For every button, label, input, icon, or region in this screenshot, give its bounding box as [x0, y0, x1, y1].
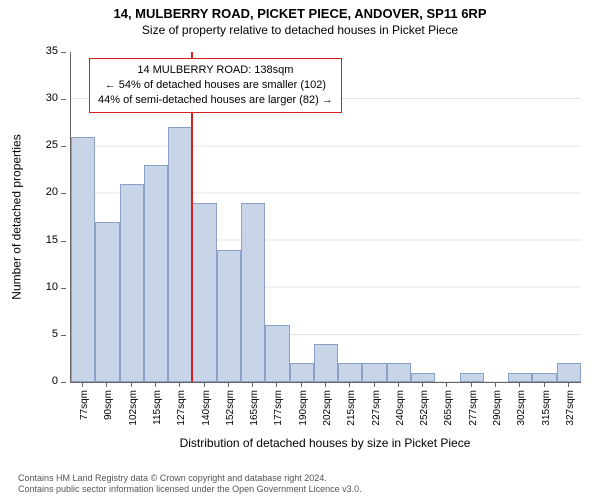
bar	[192, 203, 216, 382]
bar	[411, 373, 435, 382]
bar	[95, 222, 119, 382]
bar	[314, 344, 338, 382]
bar	[120, 184, 144, 382]
bar	[217, 250, 241, 382]
x-axis-ticks: 77sqm90sqm102sqm115sqm127sqm140sqm152sqm…	[70, 382, 580, 442]
bar	[338, 363, 362, 382]
bar	[290, 363, 314, 382]
info-box-line1: 14 MULBERRY ROAD: 138sqm	[98, 63, 333, 78]
info-box-line2: ← 54% of detached houses are smaller (10…	[98, 78, 333, 93]
footer-line2: Contains public sector information licen…	[18, 484, 600, 496]
bar	[387, 363, 411, 382]
bar	[362, 363, 386, 382]
bar	[71, 137, 95, 382]
bar	[508, 373, 532, 382]
bar	[532, 373, 556, 382]
bar	[168, 127, 192, 382]
x-axis-label: Distribution of detached houses by size …	[70, 436, 580, 450]
y-axis-ticks: 05101520253035	[0, 52, 66, 382]
chart-title-sub: Size of property relative to detached ho…	[0, 23, 600, 39]
chart-plot-area: 14 MULBERRY ROAD: 138sqm ← 54% of detach…	[70, 52, 581, 383]
footer-line1: Contains HM Land Registry data © Crown c…	[18, 473, 600, 485]
bar	[460, 373, 484, 382]
info-box: 14 MULBERRY ROAD: 138sqm ← 54% of detach…	[89, 58, 342, 113]
bar	[557, 363, 581, 382]
bar	[265, 325, 289, 382]
info-box-line3: 44% of semi-detached houses are larger (…	[98, 93, 333, 108]
chart-title-main: 14, MULBERRY ROAD, PICKET PIECE, ANDOVER…	[0, 6, 600, 23]
chart-title-block: 14, MULBERRY ROAD, PICKET PIECE, ANDOVER…	[0, 0, 600, 38]
bar	[144, 165, 168, 382]
bar	[241, 203, 265, 382]
footer-attribution: Contains HM Land Registry data © Crown c…	[0, 473, 600, 496]
